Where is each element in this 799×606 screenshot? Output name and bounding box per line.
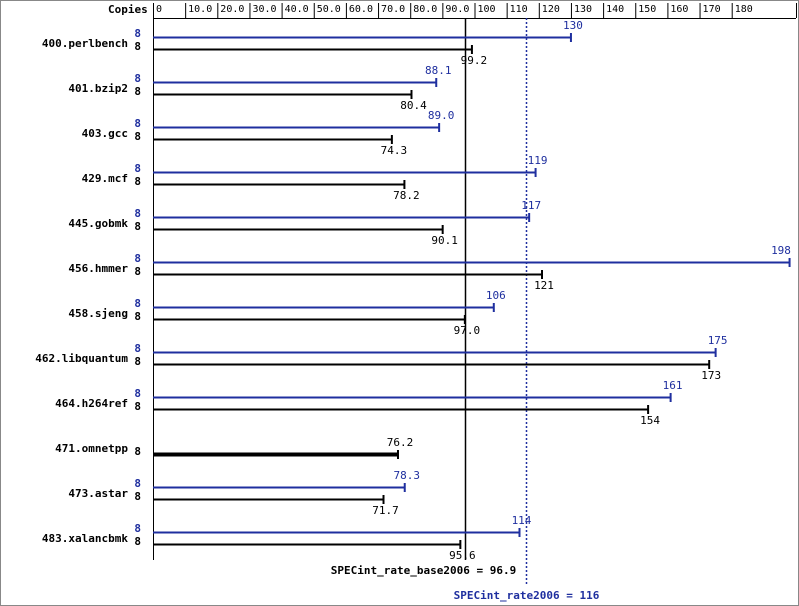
benchmark-name: 403.gcc bbox=[82, 127, 128, 140]
copies: 8 bbox=[134, 130, 141, 143]
benchmark-name: 401.bzip2 bbox=[68, 82, 128, 95]
copies: 8 bbox=[134, 162, 141, 175]
copies: 8 bbox=[134, 252, 141, 265]
copies: 8 bbox=[134, 400, 141, 413]
copies: 8 bbox=[134, 207, 141, 220]
copies: 8 bbox=[134, 220, 141, 233]
benchmark-name: 458.sjeng bbox=[68, 307, 128, 320]
copies: 8 bbox=[134, 445, 141, 458]
copies: 8 bbox=[134, 72, 141, 85]
value-label: 76.2 bbox=[387, 436, 414, 449]
benchmark-name: 464.h264ref bbox=[55, 397, 128, 410]
value-label: 106 bbox=[486, 289, 506, 302]
x-tick-label: 0 bbox=[156, 4, 162, 15]
value-label: 173 bbox=[701, 369, 721, 382]
value-label: 198 bbox=[771, 244, 791, 257]
value-label: 89.0 bbox=[428, 109, 455, 122]
benchmark-name: 445.gobmk bbox=[68, 217, 128, 230]
x-tick-label: 130 bbox=[574, 4, 592, 15]
copies: 8 bbox=[134, 175, 141, 188]
value-label: 95.6 bbox=[449, 549, 476, 562]
benchmark-name: 473.astar bbox=[68, 487, 128, 500]
x-tick-label: 90.0 bbox=[445, 4, 469, 15]
benchmark-name: 456.hmmer bbox=[68, 262, 128, 275]
x-tick-label: 160 bbox=[670, 4, 688, 15]
x-tick-label: 40.0 bbox=[285, 4, 309, 15]
x-tick-label: 10.0 bbox=[188, 4, 212, 15]
copies: 8 bbox=[134, 342, 141, 355]
x-tick-label: 140 bbox=[606, 4, 624, 15]
value-label: 78.3 bbox=[393, 469, 420, 482]
x-tick-label: 150 bbox=[638, 4, 656, 15]
copies: 8 bbox=[134, 40, 141, 53]
x-tick-label: 120 bbox=[542, 4, 560, 15]
value-label: 161 bbox=[663, 379, 683, 392]
x-tick-label: 50.0 bbox=[317, 4, 341, 15]
benchmark-name: 462.libquantum bbox=[35, 352, 128, 365]
value-label: 99.2 bbox=[461, 54, 488, 67]
value-label: 175 bbox=[708, 334, 728, 347]
copies: 8 bbox=[134, 522, 141, 535]
reference-label: SPECint_rate2006 = 116 bbox=[454, 589, 600, 602]
value-label: 154 bbox=[640, 414, 660, 427]
benchmark-name: 400.perlbench bbox=[42, 37, 128, 50]
copies-header: Copies bbox=[108, 3, 148, 16]
value-label: 117 bbox=[521, 199, 541, 212]
x-tick-label: 170 bbox=[703, 4, 721, 15]
copies: 8 bbox=[134, 117, 141, 130]
copies: 8 bbox=[134, 310, 141, 323]
value-label: 90.1 bbox=[431, 234, 458, 247]
copies: 8 bbox=[134, 27, 141, 40]
benchmark-name: 471.omnetpp bbox=[55, 442, 128, 455]
value-label: 71.7 bbox=[372, 504, 399, 517]
x-tick-label: 30.0 bbox=[252, 4, 276, 15]
copies: 8 bbox=[134, 265, 141, 278]
x-tick-label: 70.0 bbox=[381, 4, 405, 15]
value-label: 114 bbox=[512, 514, 532, 527]
value-label: 80.4 bbox=[400, 99, 427, 112]
value-label: 97.0 bbox=[454, 324, 481, 337]
copies: 8 bbox=[134, 85, 141, 98]
x-tick-label: 100 bbox=[478, 4, 496, 15]
x-tick-label: 20.0 bbox=[220, 4, 244, 15]
copies: 8 bbox=[134, 387, 141, 400]
copies: 8 bbox=[134, 490, 141, 503]
value-label: 78.2 bbox=[393, 189, 420, 202]
reference-label: SPECint_rate_base2006 = 96.9 bbox=[331, 564, 516, 577]
value-label: 88.1 bbox=[425, 64, 452, 77]
copies: 8 bbox=[134, 535, 141, 548]
x-tick-label: 60.0 bbox=[349, 4, 373, 15]
value-label: 130 bbox=[563, 19, 583, 32]
copies: 8 bbox=[134, 355, 141, 368]
copies: 8 bbox=[134, 477, 141, 490]
x-tick-label: 180 bbox=[735, 4, 753, 15]
value-label: 74.3 bbox=[381, 144, 408, 157]
copies: 8 bbox=[134, 297, 141, 310]
x-tick-label: 80.0 bbox=[413, 4, 437, 15]
benchmark-name: 429.mcf bbox=[82, 172, 128, 185]
x-tick-label: 110 bbox=[510, 4, 528, 15]
benchmark-name: 483.xalancbmk bbox=[42, 532, 128, 545]
value-label: 119 bbox=[528, 154, 548, 167]
value-label: 121 bbox=[534, 279, 554, 292]
